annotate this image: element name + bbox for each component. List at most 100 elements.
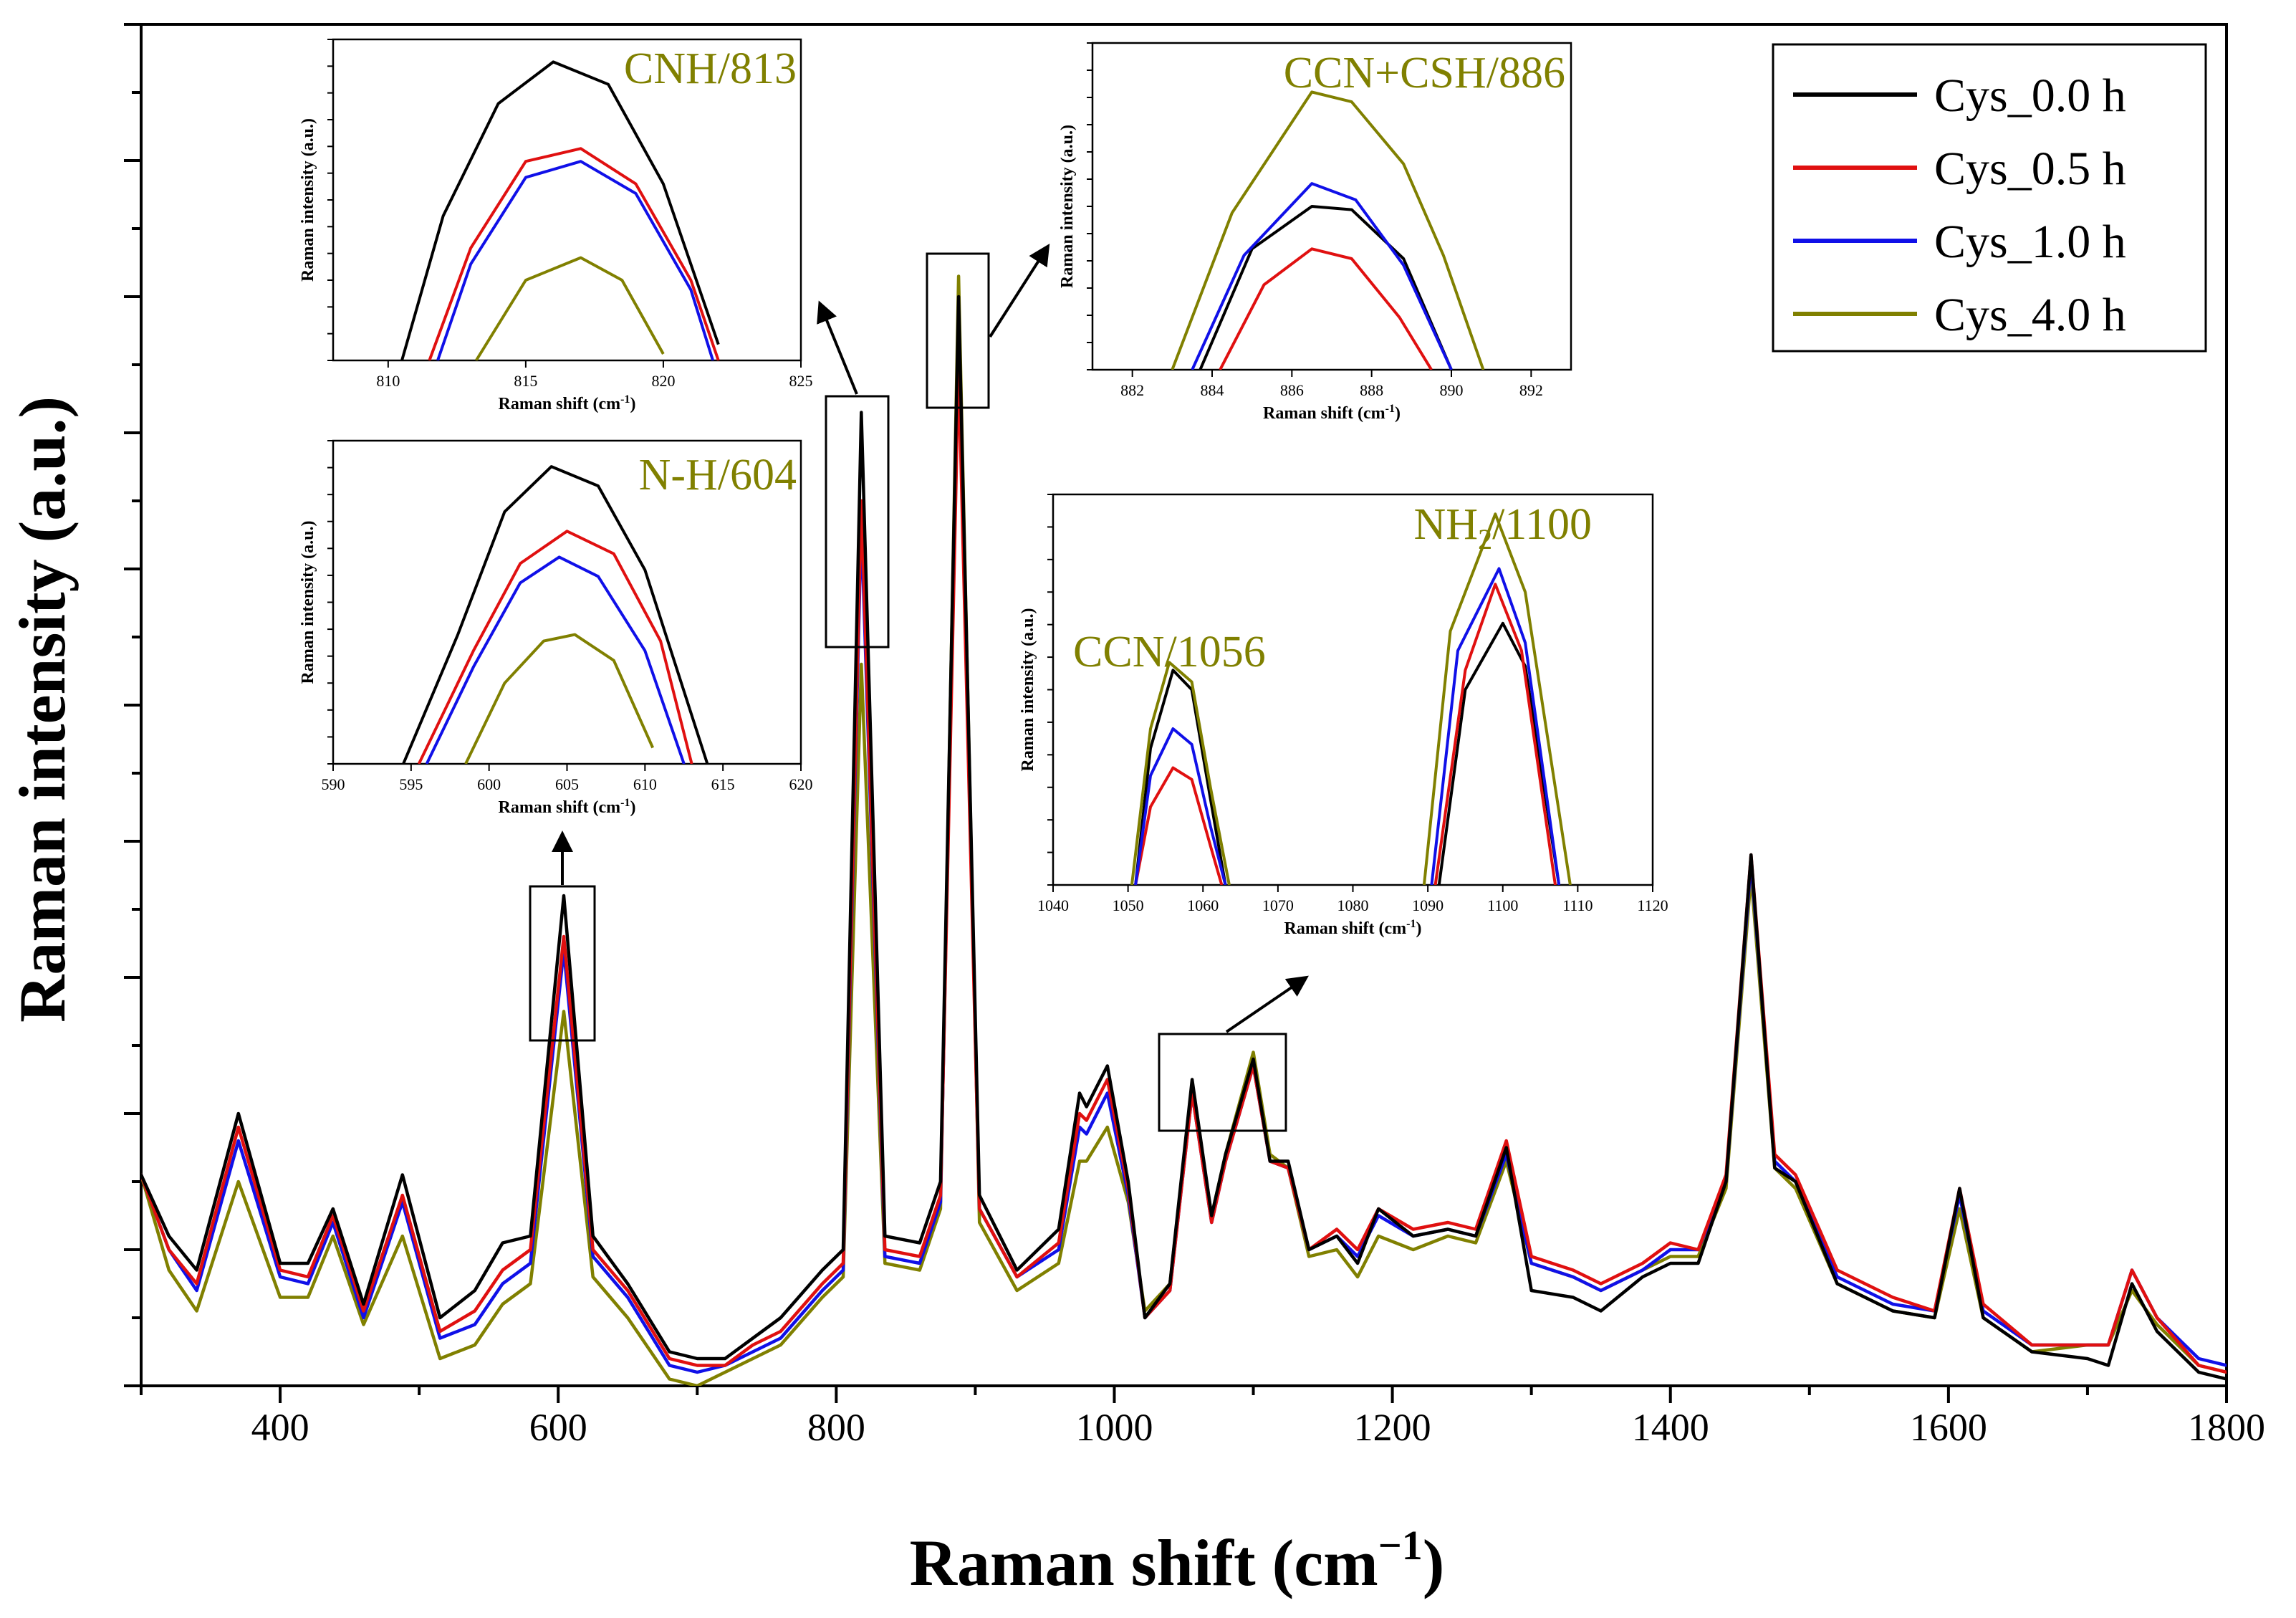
x-tick-label: 1000	[1075, 1406, 1153, 1449]
y-axis-label: Raman intensity (a.u.)	[6, 396, 79, 1023]
series-line-Cys-4-0-h	[141, 274, 2227, 1386]
x-tick-label: 800	[807, 1406, 865, 1449]
inset-series-line	[1191, 182, 1453, 370]
x-tick-label: 1400	[1632, 1406, 1709, 1449]
inset-x-tick-label: 610	[633, 775, 657, 793]
inset-series-line	[464, 633, 655, 764]
inset-x-label-sup: -1	[1385, 403, 1395, 415]
inset-x-label-sup: -1	[620, 393, 630, 406]
inset-x-label: Raman shift (cm-1)	[1284, 918, 1422, 938]
inset-x-tick-label: 1040	[1037, 896, 1069, 914]
inset-y-label: Raman intensity (a.u.)	[1058, 125, 1077, 288]
inset-title-tail: /1100	[1492, 500, 1592, 549]
inset-title: N-H/604	[639, 451, 797, 499]
inset-x-tick-label: 1110	[1562, 896, 1593, 914]
inset-series-line	[402, 465, 709, 764]
inset-y-label: Raman intensity (a.u.)	[299, 520, 317, 684]
inset-series-line	[400, 60, 720, 360]
series-line-Cys-0-0-h	[141, 295, 2227, 1381]
inset-x-tick-label: 595	[399, 775, 423, 793]
arrow-1056-1100	[1225, 975, 1309, 1033]
highlight-box-1056-1100	[1158, 1033, 1287, 1132]
inset-x-tick-label: 815	[514, 372, 537, 390]
inset-x-tick-label: 605	[555, 775, 579, 793]
inset-cnh-813: 810 815 820 825 Raman shift (cm-1) Raman inte…	[299, 38, 813, 413]
inset-x-tick-label: 615	[711, 775, 735, 793]
inset-series-line	[1433, 583, 1557, 885]
inset-series-line	[1134, 766, 1224, 885]
inset-series-line	[428, 147, 720, 360]
inset-x-label-text: Raman shift (cm	[499, 798, 621, 817]
legend: Cys_0.0 h Cys_0.5 h Cys_1.0 h Cys_4.0 h	[1772, 43, 2207, 353]
arrow-813	[817, 300, 858, 395]
inset-x-tick-label: 620	[789, 775, 813, 793]
inset-series-line	[1134, 669, 1227, 885]
inset-x-tick-label: 892	[1519, 381, 1543, 399]
inset-x-tick-label: 890	[1440, 381, 1464, 399]
highlight-box-886	[926, 252, 990, 409]
inset-series-line	[1430, 567, 1561, 885]
arrow-886	[989, 243, 1050, 338]
inset-y-label: Raman intensity (a.u.)	[1019, 608, 1037, 771]
inset-x-label-close: )	[630, 798, 635, 817]
inset-series-line	[417, 530, 693, 764]
inset-series-line	[436, 160, 715, 360]
inset-x-tick-label: 1070	[1262, 896, 1294, 914]
x-axis-label-sup: −1	[1378, 1522, 1423, 1569]
inset-x-tick-label: 884	[1201, 381, 1224, 399]
inset-series-line	[1199, 205, 1453, 370]
inset-x-tick-label: 882	[1120, 381, 1144, 399]
inset-x-label-sup: -1	[620, 797, 630, 809]
inset-x-tick-label: 1120	[1637, 896, 1668, 914]
inset-x-label-close: )	[630, 395, 635, 413]
inset-series-line	[474, 256, 665, 360]
inset-x-tick-label: 820	[651, 372, 675, 390]
inset-x-label: Raman shift (cm-1)	[1263, 403, 1401, 423]
inset-x-tick-label: 888	[1360, 381, 1383, 399]
inset-x-tick-label: 810	[376, 372, 400, 390]
highlight-boxes	[529, 243, 1309, 1132]
highlight-box-813	[825, 395, 890, 648]
inset-x-tick-label: 1050	[1113, 896, 1144, 914]
inset-series-line	[1130, 661, 1231, 885]
series-line-Cys-1-0-h	[141, 322, 2227, 1374]
inset-title-text: NH	[1414, 500, 1479, 549]
legend-label: Cys_0.0 h	[1934, 70, 2126, 122]
inset-x-label-text: Raman shift (cm	[1284, 919, 1407, 938]
inset-x-label-close: )	[1395, 404, 1401, 423]
main-plot: 400 600 800 1000 1200 1400 1600 1800	[124, 23, 2265, 1449]
legend-label: Cys_0.5 h	[1934, 143, 2126, 195]
series-line-Cys-0-5-h	[141, 363, 2227, 1374]
inset-x-label: Raman shift (cm-1)	[499, 797, 636, 817]
inset-x-tick-label: 1100	[1487, 896, 1518, 914]
inset-x-label: Raman shift (cm-1)	[499, 393, 636, 413]
inset-x-tick-label: 600	[477, 775, 501, 793]
legend-label: Cys_1.0 h	[1934, 216, 2126, 268]
inset-x-tick-label: 1060	[1187, 896, 1219, 914]
inset-title: CNH/813	[624, 44, 797, 93]
x-tick-label: 1200	[1354, 1406, 1431, 1449]
inset-x-tick-label: 1090	[1412, 896, 1444, 914]
inset-x-label-text: Raman shift (cm	[499, 395, 621, 413]
inset-x-tick-label: 1080	[1337, 896, 1369, 914]
inset-title-2: CCN/1056	[1073, 628, 1266, 676]
x-tick-label: 400	[251, 1406, 309, 1449]
x-axis-label-close: )	[1423, 1526, 1445, 1599]
legend-label: Cys_4.0 h	[1934, 289, 2126, 341]
inset-x-label-close: )	[1416, 919, 1421, 938]
inset-series-line	[1422, 512, 1572, 885]
inset-title-sub: 2	[1478, 523, 1492, 555]
inset-x-label-text: Raman shift (cm	[1263, 404, 1385, 423]
inset-title: CCN+CSH/886	[1284, 49, 1565, 97]
inset-x-tick-label: 886	[1280, 381, 1304, 399]
inset-ccn-nh2: 1040 1050 1060 1070 1080 1090 1100 1110 1120 Rama…	[1019, 493, 1668, 938]
x-axis-label-text: Raman shift (cm	[910, 1526, 1378, 1599]
inset-title: NH2/1100	[1414, 500, 1593, 555]
inset-x-label-sup: -1	[1406, 918, 1416, 930]
inset-series-line	[1437, 621, 1561, 885]
x-tick-label: 1800	[2188, 1406, 2265, 1449]
x-tick-label: 600	[529, 1406, 587, 1449]
